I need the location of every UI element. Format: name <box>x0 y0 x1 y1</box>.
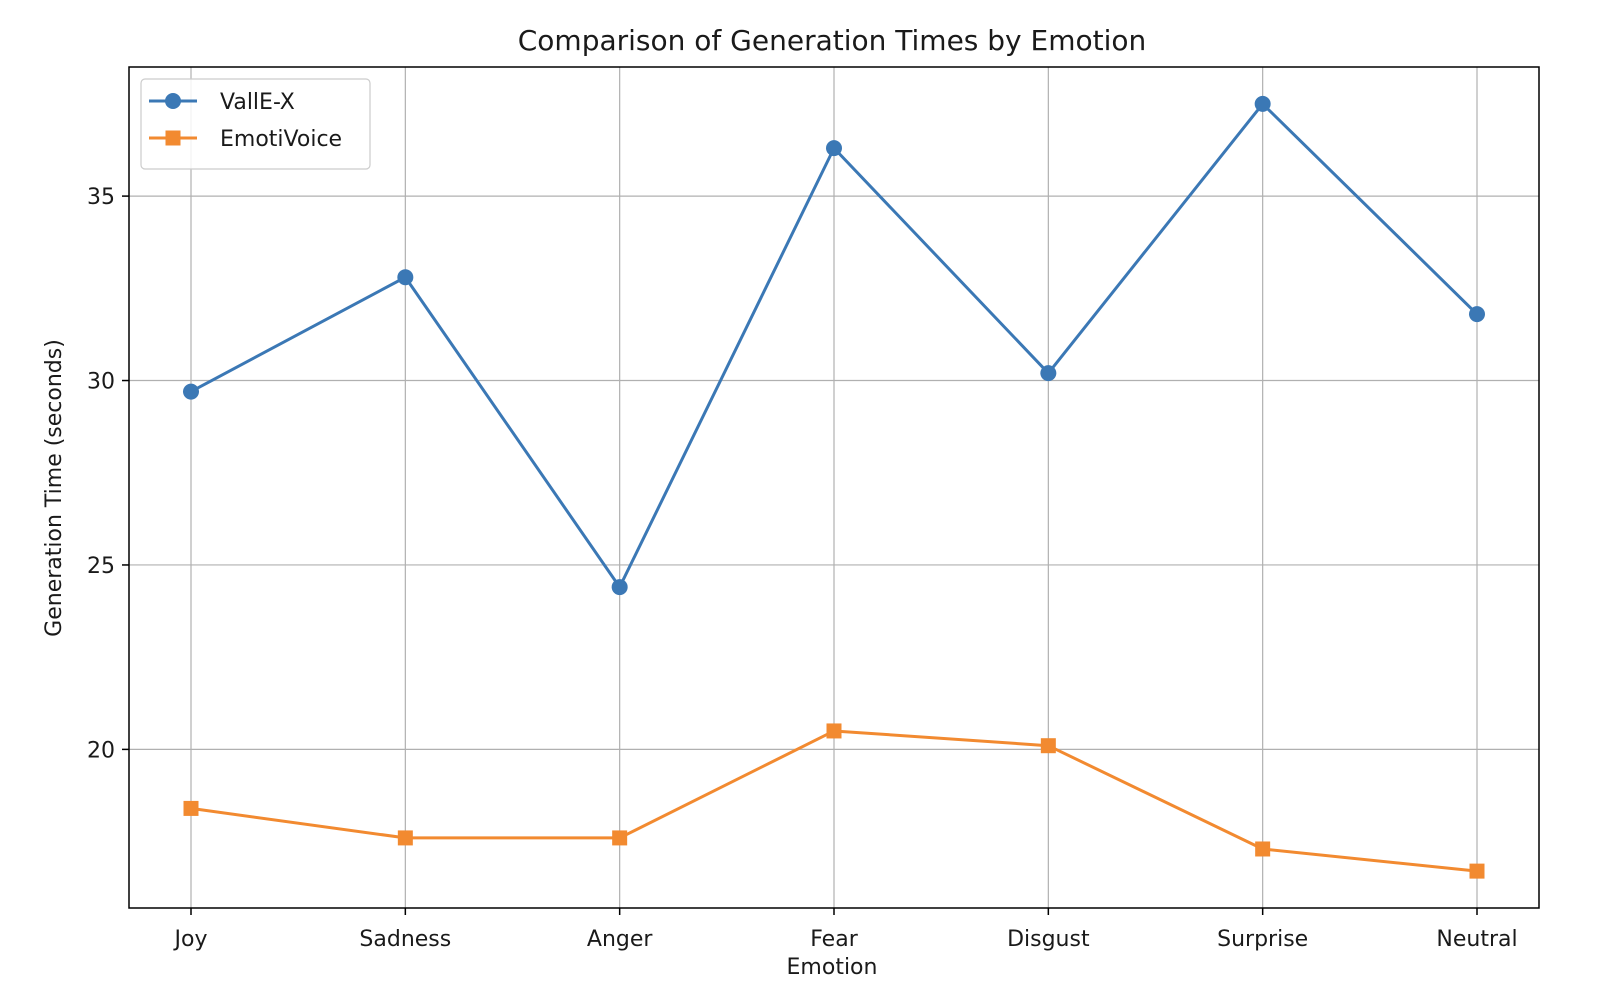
data-point-valle-x <box>611 579 628 596</box>
x-tick-label: Neutral <box>1436 927 1517 952</box>
data-point-emotivoice <box>826 723 842 739</box>
data-point-emotivoice <box>397 830 413 846</box>
legend-marker <box>165 93 181 109</box>
series-valle-x <box>183 95 1485 596</box>
data-point-emotivoice <box>183 800 199 816</box>
legend-item: VallE-X <box>149 90 295 115</box>
legend-box <box>140 78 371 170</box>
data-point-valle-x <box>397 269 414 286</box>
x-tick-label: Fear <box>810 927 858 952</box>
data-point-emotivoice <box>612 830 628 846</box>
y-axis: 20 25 30 35 <box>87 185 129 763</box>
data-point-valle-x <box>826 140 842 157</box>
data-point-valle-x <box>1254 95 1271 112</box>
data-point-valle-x <box>183 383 199 400</box>
data-point-emotivoice <box>1255 841 1271 857</box>
series-emotivoice <box>183 723 1485 879</box>
series-layer <box>183 95 1485 879</box>
legend-label: EmotiVoice <box>220 127 342 152</box>
legend-marker <box>165 130 181 146</box>
y-tick-label: 35 <box>87 185 115 210</box>
legend-label: VallE-X <box>220 90 295 115</box>
y-tick-label: 20 <box>87 738 115 763</box>
y-tick-label: 30 <box>87 370 115 395</box>
grid-lines <box>129 67 1539 908</box>
x-tick-label: Sadness <box>359 927 451 952</box>
x-tick-label: Surprise <box>1217 927 1308 952</box>
x-axis: Joy Sadness Anger Fear Disgust Surprise Neutra… <box>173 908 1518 952</box>
x-tick-label: Disgust <box>1007 927 1090 952</box>
data-point-emotivoice <box>1469 863 1485 879</box>
chart-title: Comparison of Generation Times by Emotio… <box>518 24 1147 57</box>
legend: VallE-X EmotiVoice <box>140 78 371 170</box>
x-tick-label: Anger <box>587 927 653 952</box>
x-tick-label: Joy <box>173 927 208 952</box>
y-axis-label: Generation Time (seconds) <box>42 339 67 637</box>
data-point-valle-x <box>1040 365 1057 382</box>
y-tick-label: 25 <box>87 554 115 579</box>
legend-item: EmotiVoice <box>149 127 342 152</box>
x-axis-label: Emotion <box>787 955 878 980</box>
data-point-valle-x <box>1469 306 1485 323</box>
data-point-emotivoice <box>1040 738 1056 754</box>
